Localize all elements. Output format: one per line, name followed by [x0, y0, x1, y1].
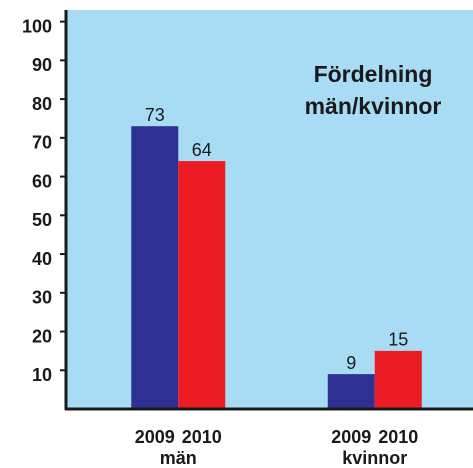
x-tick-label: kvinnor — [342, 448, 407, 468]
series-label: 2010 — [378, 427, 418, 447]
y-tick-label: 10 — [32, 365, 52, 385]
y-tick-label: 70 — [32, 133, 52, 153]
series-label: 2009 — [135, 427, 175, 447]
y-tick-label: 40 — [32, 249, 52, 269]
value-label: 15 — [388, 330, 408, 350]
value-label: 73 — [145, 105, 165, 125]
y-tick-label: 60 — [32, 171, 52, 191]
series-label: 2009 — [331, 427, 371, 447]
y-tick-label: 90 — [32, 55, 52, 75]
bar — [374, 350, 422, 409]
x-tick-label: män — [160, 448, 197, 468]
y-tick-label: 100 — [22, 16, 52, 36]
series-label: 2010 — [182, 427, 222, 447]
y-tick-label: 20 — [32, 326, 52, 346]
bar — [131, 126, 179, 409]
bar — [178, 161, 226, 409]
y-tick-label: 30 — [32, 288, 52, 308]
value-label: 64 — [192, 140, 212, 160]
value-label: 9 — [346, 353, 356, 373]
y-tick-label: 80 — [32, 94, 52, 114]
bar — [327, 374, 375, 409]
y-tick-label: 50 — [32, 210, 52, 230]
chart-title: män/kvinnor — [305, 93, 442, 119]
chart-title: Fördelning — [314, 61, 433, 87]
